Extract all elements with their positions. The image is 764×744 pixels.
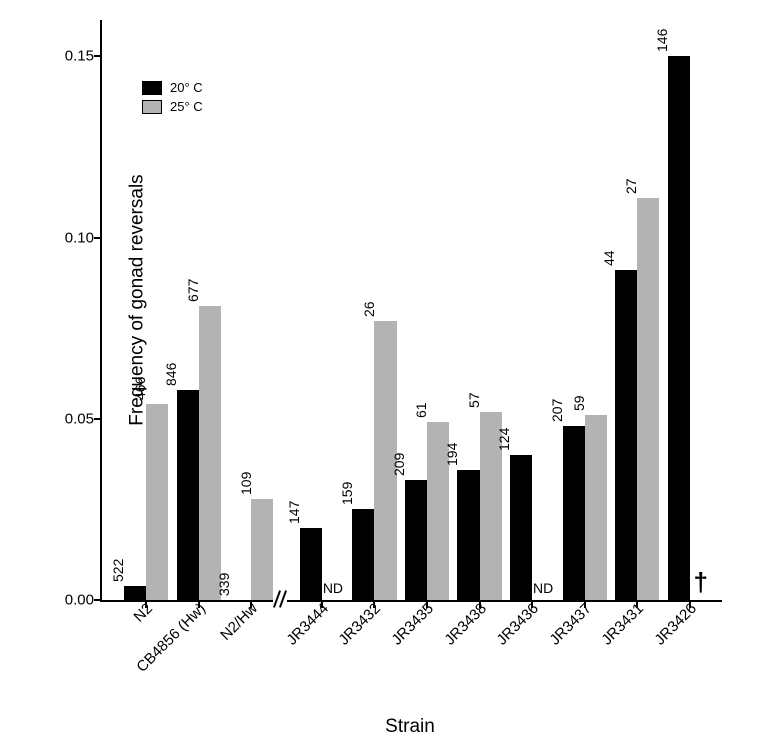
bar-label-20c: 207	[549, 399, 565, 422]
bar-20c	[300, 528, 322, 601]
xtick-label: N2	[144, 600, 151, 607]
bar-label-25c: 57	[466, 392, 482, 408]
bar-label-20c: 146	[654, 29, 670, 52]
ytick-mark	[94, 599, 102, 601]
legend-swatch-25c	[142, 100, 162, 114]
bar-label-25c: 59	[571, 396, 587, 412]
bar-label-20c: 209	[391, 453, 407, 476]
axis-break-marks	[274, 590, 290, 608]
legend-label-25c: 25° C	[170, 99, 203, 114]
xtick-label: JR3435	[425, 600, 432, 607]
bar-label-20c: 159	[339, 482, 355, 505]
bar-label-20c: 339	[216, 573, 232, 596]
bar-label-25c: 27	[623, 178, 639, 194]
bar-20c	[405, 480, 427, 600]
bar-20c	[124, 586, 146, 601]
x-axis-label: Strain	[100, 716, 720, 738]
bar-20c	[177, 390, 199, 600]
xtick-label: JR3426	[688, 600, 695, 607]
xtick-label: JR3444	[320, 600, 327, 607]
bar-label-25c: 109	[238, 471, 254, 494]
chart-container: 20° C 25° C 0.000.050.100.15N2522466CB48…	[0, 0, 764, 744]
legend-swatch-20c	[142, 81, 162, 95]
dagger-icon: †	[694, 567, 708, 598]
ytick-label: 0.00	[44, 592, 94, 609]
nd-label: ND	[323, 580, 343, 596]
legend-item-25c: 25° C	[142, 99, 203, 114]
bar-25c	[146, 404, 168, 600]
ytick-mark	[94, 418, 102, 420]
bar-20c	[457, 470, 479, 601]
bar-label-20c: 194	[444, 442, 460, 465]
nd-label: ND	[533, 580, 553, 596]
xtick-label: JR3432	[372, 600, 379, 607]
ytick-label: 0.15	[44, 48, 94, 65]
bar-label-20c: 124	[496, 428, 512, 451]
xtick-label: CB4856 (Hw)	[197, 600, 204, 607]
xtick-label: JR3438	[478, 600, 485, 607]
plot-area: 20° C 25° C 0.000.050.100.15N2522466CB48…	[100, 20, 722, 602]
legend: 20° C 25° C	[142, 80, 203, 118]
ytick-label: 0.05	[44, 410, 94, 427]
bar-label-20c: 846	[163, 362, 179, 385]
bar-label-20c: 147	[286, 500, 302, 523]
ytick-label: 0.10	[44, 229, 94, 246]
bar-20c	[563, 426, 585, 600]
bar-25c	[199, 306, 221, 600]
bar-25c	[585, 415, 607, 600]
xtick-label: JR3436	[530, 600, 537, 607]
legend-label-20c: 20° C	[170, 80, 203, 95]
bar-20c	[615, 270, 637, 600]
bar-20c	[668, 56, 690, 600]
xtick-label: JR3437	[583, 600, 590, 607]
ytick-mark	[94, 55, 102, 57]
bar-label-25c: 677	[185, 279, 201, 302]
legend-item-20c: 20° C	[142, 80, 203, 95]
y-axis-label: Frequency of gonad reversals	[127, 174, 149, 425]
bar-label-20c: 44	[601, 251, 617, 267]
ytick-mark	[94, 237, 102, 239]
xtick-label: N2/Hw	[249, 600, 256, 607]
bar-label-25c: 61	[413, 403, 429, 419]
bar-25c	[251, 499, 273, 601]
bar-20c	[510, 455, 532, 600]
bar-25c	[637, 198, 659, 600]
xtick-label: JR3431	[635, 600, 642, 607]
bar-20c	[352, 509, 374, 600]
bar-label-20c: 522	[110, 558, 126, 581]
bar-label-25c: 26	[361, 301, 377, 317]
